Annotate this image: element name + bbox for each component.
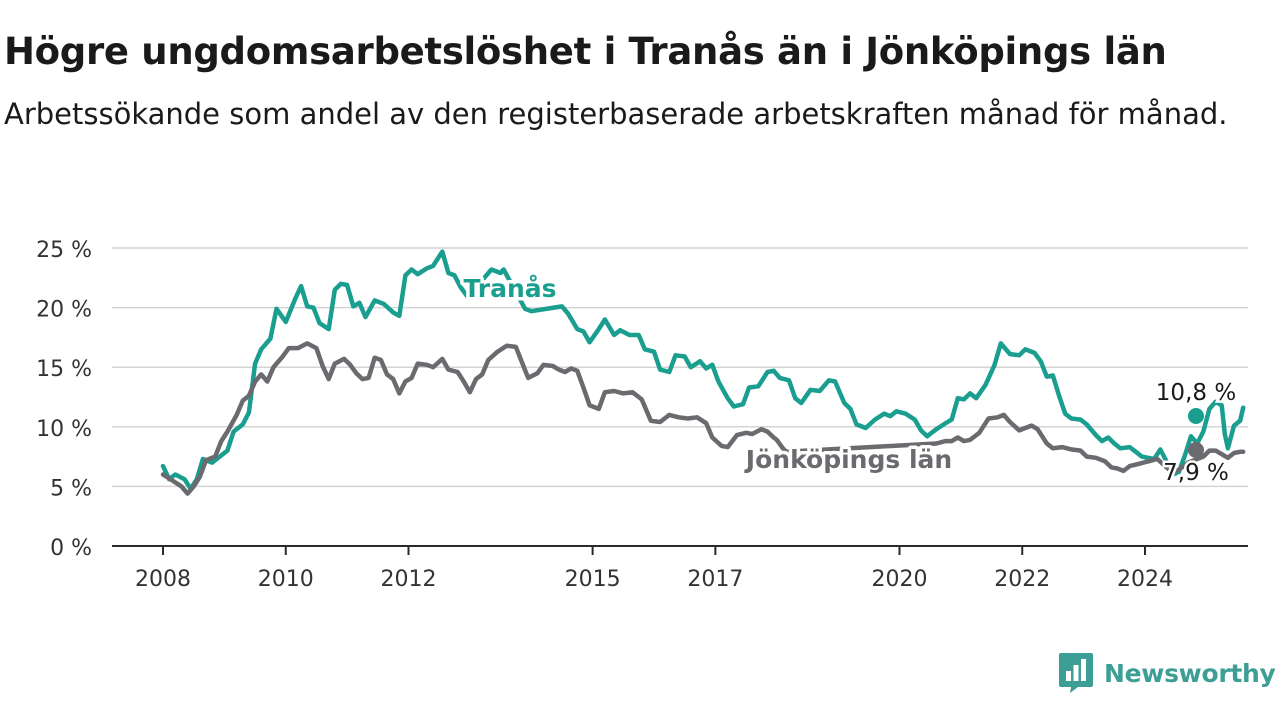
x-tick-label: 2024 — [1117, 567, 1173, 592]
series-name-label: Jönköpings län — [744, 445, 952, 474]
brand-logo: Newsworthy — [1058, 652, 1276, 694]
x-tick-label: 2015 — [565, 567, 621, 592]
series-line-0 — [160, 249, 1246, 492]
x-tick-label: 2022 — [994, 567, 1050, 592]
y-tick-label: 0 % — [50, 536, 92, 561]
series-name-halo: Tranås — [463, 274, 556, 303]
series-end-dot — [1188, 408, 1204, 424]
brand-name: Newsworthy — [1104, 658, 1276, 688]
grid-lines — [112, 247, 1248, 488]
series-name-halo: Jönköpings län — [744, 445, 952, 474]
series-line-1 — [160, 341, 1246, 496]
y-tick-label: 15 % — [36, 357, 92, 382]
x-tick-label: 2012 — [381, 567, 437, 592]
axis-ticks: 0 % 5 % 10 % 15 % 20 % 25 % 2008 2010 2012 2015 20… — [36, 238, 1248, 592]
x-tick-label: 2017 — [687, 567, 743, 592]
series-end-label: 7,9 % — [1163, 460, 1229, 486]
series-lines — [160, 249, 1246, 496]
newsworthy-logo-icon — [1059, 653, 1093, 693]
x-tick-label: 2008 — [135, 567, 191, 592]
y-tick-label: 5 % — [50, 476, 92, 501]
y-tick-label: 20 % — [36, 298, 92, 323]
x-tick-label: 2020 — [872, 567, 928, 592]
y-tick-label: 10 % — [36, 417, 92, 442]
x-tick-label: 2010 — [258, 567, 314, 592]
y-tick-label: 25 % — [36, 238, 92, 263]
series-name-label: Tranås — [463, 274, 556, 303]
series-end-label: 10,8 % — [1156, 380, 1236, 406]
chart-subtitle: Arbetssökande som andel av den registerb… — [4, 97, 1228, 131]
series-end-dot — [1188, 442, 1204, 458]
chart-title: Högre ungdomsarbetslöshet i Tranås än i … — [4, 30, 1167, 73]
